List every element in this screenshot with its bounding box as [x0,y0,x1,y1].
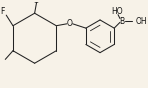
Text: HO: HO [111,7,123,16]
Text: B: B [119,17,124,26]
Text: OH: OH [135,17,147,26]
Text: F: F [0,7,5,16]
Text: O: O [67,19,73,28]
